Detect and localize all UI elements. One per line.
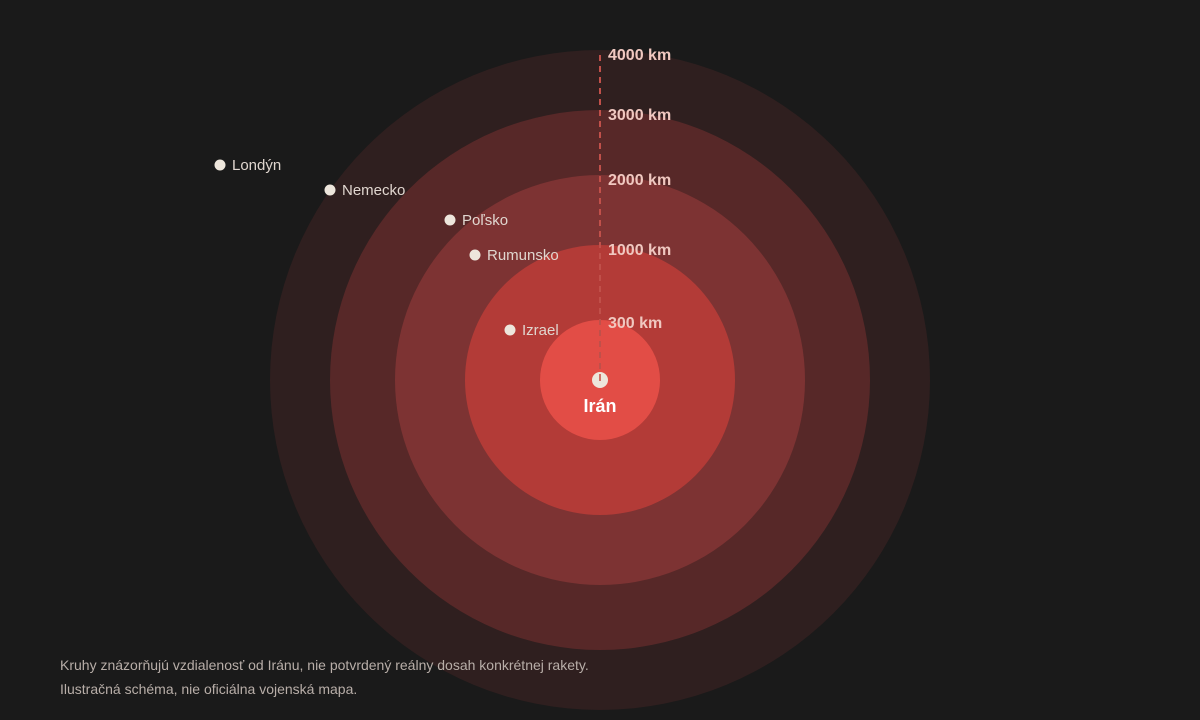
place-polsko: Poľsko <box>444 212 508 229</box>
place-label-polsko: Poľsko <box>462 212 508 229</box>
ring-label-4000-km: 4000 km <box>608 47 671 64</box>
place-label-nemecko: Nemecko <box>342 182 405 199</box>
place-londyn: Londýn <box>214 157 281 174</box>
place-marker-izrael <box>504 324 516 336</box>
iran-label: Irán <box>583 396 616 416</box>
center-layer: Irán <box>583 372 617 416</box>
place-rumunsko: Rumunsko <box>469 247 559 264</box>
place-marker-nemecko <box>324 184 336 196</box>
place-marker-polsko <box>444 214 456 226</box>
ring-label-1000-km: 1000 km <box>608 242 671 259</box>
ring-label-3000-km: 3000 km <box>608 107 671 124</box>
place-label-londyn: Londýn <box>232 157 281 174</box>
footer-note-disclaimer: Kruhy znázorňujú vzdialenosť od Iránu, n… <box>60 657 589 673</box>
ring-label-2000-km: 2000 km <box>608 172 671 189</box>
place-marker-rumunsko <box>469 249 481 261</box>
place-label-izrael: Izrael <box>522 322 559 339</box>
place-izrael: Izrael <box>504 322 559 339</box>
ring-labels-layer: 4000 km 3000 km 2000 km 1000 km 300 km <box>608 47 671 332</box>
place-label-rumunsko: Rumunsko <box>487 247 559 264</box>
ring-label-300-km: 300 km <box>608 315 662 332</box>
place-nemecko: Nemecko <box>324 182 405 199</box>
footer-note-illustrative: Ilustračná schéma, nie oficiálna vojensk… <box>60 681 358 697</box>
place-marker-londyn <box>214 159 226 171</box>
places-layer: Londýn Nemecko Poľsko Rumunsko Izrael <box>214 157 559 339</box>
